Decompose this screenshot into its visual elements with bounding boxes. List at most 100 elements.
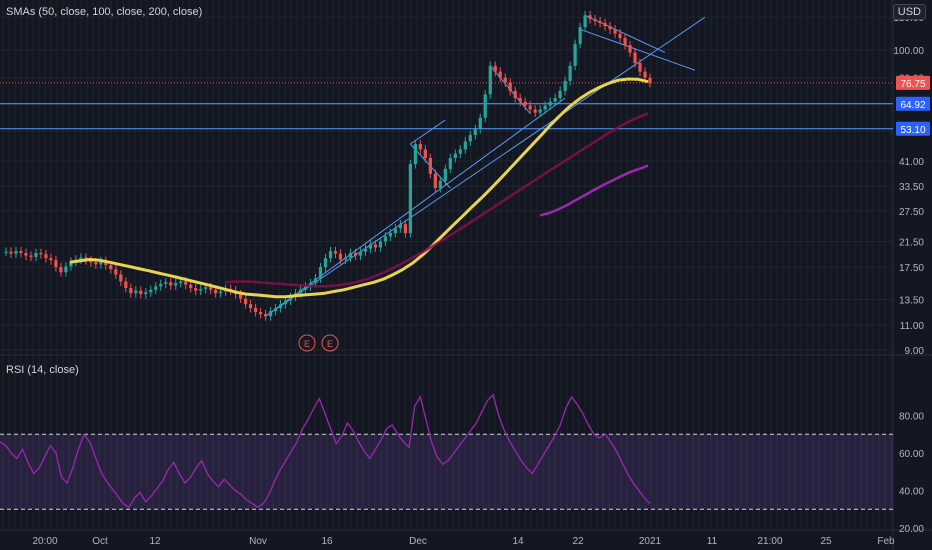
time-tick-label: 21:00	[757, 536, 782, 547]
candle	[498, 71, 502, 78]
time-tick-label: 22	[572, 536, 584, 547]
candle	[598, 21, 602, 24]
candle	[533, 109, 537, 113]
candle	[99, 260, 103, 265]
currency-badge[interactable]: USD	[892, 4, 926, 20]
candle	[298, 289, 303, 294]
candle	[478, 117, 482, 130]
candle	[328, 251, 333, 259]
candle	[199, 288, 203, 291]
candle	[124, 281, 128, 289]
time-tick-label: Feb	[877, 536, 895, 547]
candle	[219, 291, 223, 294]
sma-line	[539, 164, 649, 217]
candle	[358, 251, 363, 256]
candle	[19, 251, 23, 254]
time-tick-label: Dec	[409, 536, 427, 547]
candle	[69, 261, 73, 267]
price-tick-label: 33.50	[899, 182, 924, 193]
candle	[174, 283, 178, 286]
price-label-box	[896, 121, 930, 136]
candle	[493, 65, 497, 72]
candle	[463, 141, 467, 150]
price-tick-label: 27.50	[899, 207, 924, 218]
candle	[303, 286, 308, 290]
rsi-tick-label: 20.00	[899, 524, 924, 535]
main-pane-title: SMAs (50, close, 100, close, 200, close)	[6, 6, 203, 18]
candle	[423, 149, 427, 159]
candle	[273, 308, 278, 312]
candle	[368, 244, 373, 249]
candles	[4, 11, 652, 321]
price-tick-label: 13.50	[899, 295, 924, 306]
candle	[573, 43, 577, 66]
candle	[618, 33, 622, 39]
price-label-value: 76.75	[900, 79, 925, 90]
time-tick-label: 25	[820, 536, 832, 547]
candle	[363, 248, 368, 252]
candle	[633, 52, 637, 64]
candle	[318, 267, 323, 279]
candle	[239, 294, 243, 299]
trendline	[265, 16, 706, 317]
candle	[643, 71, 647, 78]
candle	[44, 254, 48, 259]
candle	[548, 101, 552, 106]
candle	[134, 290, 138, 294]
candle	[388, 233, 393, 237]
horizontal-price-lines[interactable]	[0, 82, 893, 130]
price-axis-panel	[893, 0, 932, 550]
time-tick-label: Nov	[249, 536, 267, 547]
rsi-tick-label: 40.00	[899, 487, 924, 498]
candle	[59, 267, 63, 273]
earnings-marker	[298, 334, 316, 352]
sma-line	[224, 112, 649, 288]
candle	[159, 283, 163, 287]
sma-line	[69, 77, 649, 299]
candle	[64, 266, 68, 273]
time-tick-label: 2021	[639, 536, 662, 547]
candle	[119, 274, 123, 282]
candle	[164, 282, 168, 284]
candle	[608, 26, 612, 30]
candle	[114, 269, 118, 275]
candle	[24, 253, 28, 256]
candle	[139, 290, 143, 295]
candle	[9, 251, 13, 254]
candle	[648, 77, 652, 83]
price-label-box	[896, 75, 930, 90]
earnings-marker-label: E	[327, 339, 333, 349]
candle	[408, 164, 412, 234]
candle	[283, 300, 288, 305]
candle	[109, 265, 113, 270]
candle	[323, 258, 328, 268]
rsi-band	[0, 433, 893, 510]
candle	[94, 262, 98, 265]
candle	[4, 251, 8, 253]
candle	[214, 289, 218, 294]
candle	[383, 236, 388, 242]
candle	[418, 144, 422, 150]
candle	[144, 292, 148, 295]
time-axis[interactable]: 20:00 Oct 12 Nov 16 Dec 14 22 2021 11 21:00 25 Feb	[32, 536, 895, 547]
rsi-axis[interactable]: 80.00 60.00 40.00 20.00	[899, 412, 924, 536]
candle	[343, 257, 348, 260]
rsi-tick-label: 60.00	[899, 449, 924, 460]
candle	[79, 257, 83, 260]
rsi-band-fill	[0, 434, 893, 510]
candle	[39, 253, 43, 255]
price-tick-label: 41.00	[899, 157, 924, 168]
candle	[623, 38, 627, 46]
rsi-line-path	[0, 393, 651, 509]
candle	[263, 314, 268, 317]
candle	[393, 228, 398, 234]
candle	[413, 144, 417, 165]
candle	[209, 287, 213, 290]
candle	[169, 282, 173, 286]
candle	[268, 311, 273, 317]
candle	[313, 278, 318, 284]
price-label-value: 53.10	[900, 125, 925, 136]
candle	[593, 19, 597, 22]
